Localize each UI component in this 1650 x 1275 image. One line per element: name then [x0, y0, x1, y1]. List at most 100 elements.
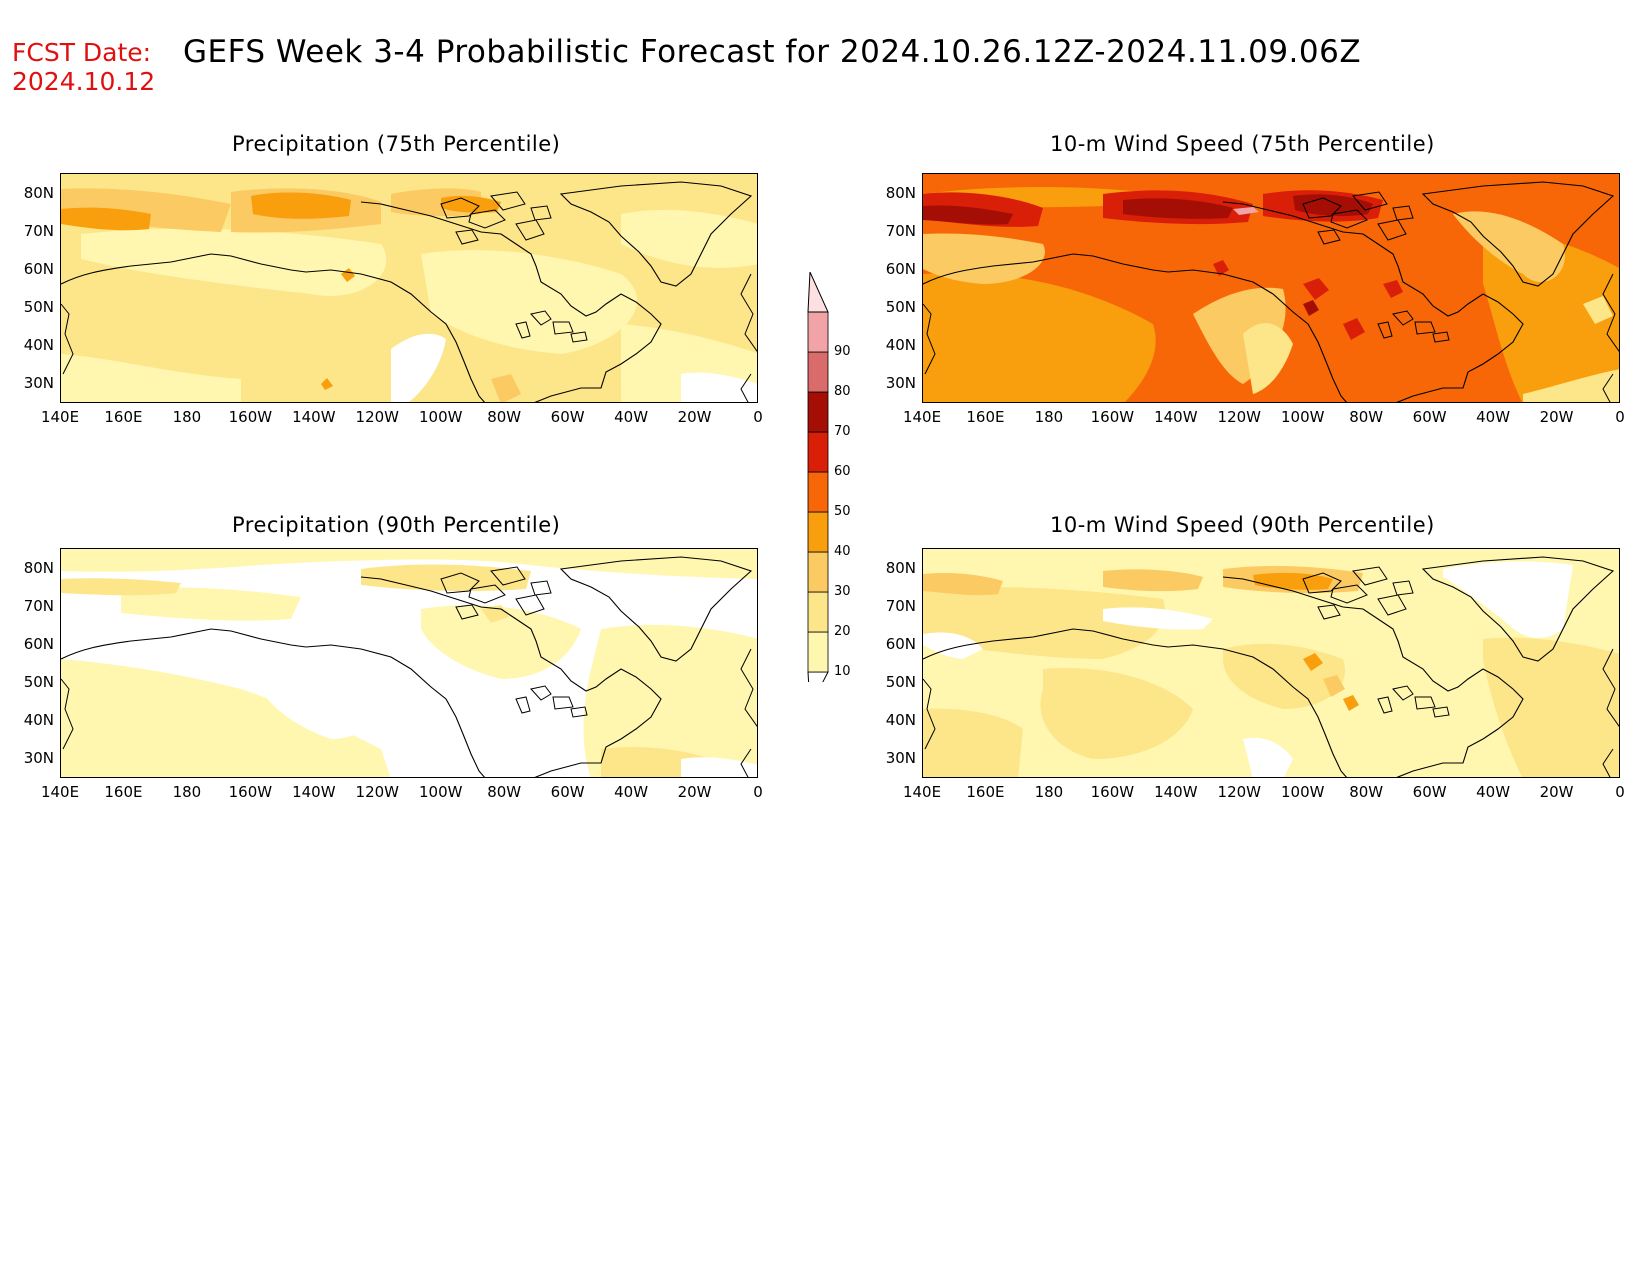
longitude-label: 140W: [292, 408, 336, 426]
probability-contour: [1483, 233, 1619, 402]
longitude-label: 140E: [40, 408, 80, 426]
longitude-label: 40W: [614, 408, 649, 426]
panel-title: Precipitation (90th Percentile): [232, 513, 561, 537]
forecast-date: 2024.10.12: [12, 67, 156, 96]
latitude-label: 70N: [885, 222, 916, 240]
coastline-north-america: [61, 201, 662, 402]
coastline-feature: [530, 310, 552, 326]
coastline-greenland: [559, 556, 753, 662]
probability-contour: [251, 192, 351, 219]
probability-contour: [1343, 318, 1365, 340]
colorbar-segment: [807, 351, 829, 393]
probability-contour: [321, 378, 333, 390]
longitude-label: 140E: [40, 783, 80, 801]
map-precip-90: [60, 548, 758, 778]
longitude-label: 0: [1615, 408, 1625, 426]
colorbar-segment: [807, 551, 829, 593]
longitude-label: 60W: [1412, 783, 1447, 801]
latitude-label: 50N: [23, 298, 54, 316]
probability-contour: [1253, 572, 1333, 590]
coastline-asia: [923, 678, 936, 750]
longitude-label: 120W: [1217, 783, 1261, 801]
colorbar-segment: [807, 511, 829, 553]
longitude-label: 100W: [1280, 783, 1325, 801]
longitude-label: 20W: [1539, 408, 1574, 426]
probability-contour: [1243, 323, 1293, 394]
longitude-label: 80W: [1349, 783, 1384, 801]
panel-title: 10-m Wind Speed (90th Percentile): [1050, 513, 1435, 537]
colorbar-segment: [807, 431, 829, 473]
longitude-label: 160W: [228, 408, 273, 426]
probability-contour: [923, 205, 1013, 225]
coastline-feature: [490, 566, 526, 586]
latitude-label: 60N: [885, 260, 916, 278]
latitude-label: 50N: [23, 673, 54, 691]
probability-contour: [1040, 668, 1193, 759]
probability-contour: [681, 372, 757, 402]
probability-contour: [61, 659, 391, 777]
longitude-label: 20W: [1539, 783, 1574, 801]
longitude-label: 20W: [677, 408, 712, 426]
probability-contour: [61, 578, 181, 596]
longitude-label: 20W: [677, 783, 712, 801]
colorbar-lower-arrow: [807, 671, 829, 709]
probability-contour: [1323, 675, 1345, 697]
panel-title: 10-m Wind Speed (75th Percentile): [1050, 132, 1435, 156]
probability-contour: [1303, 300, 1319, 316]
page-title: GEFS Week 3-4 Probabilistic Forecast for…: [183, 34, 1362, 70]
latitude-label: 80N: [885, 184, 916, 202]
map-wind-75: [922, 173, 1620, 403]
coastline-feature: [455, 229, 479, 245]
longitude-label: 140W: [1154, 783, 1198, 801]
longitude-label: 140E: [902, 783, 942, 801]
coastline-greenland: [1421, 556, 1615, 662]
colorbar-tick-label: 60: [834, 464, 851, 479]
probability-contour: [1243, 737, 1293, 777]
longitude-label: 0: [753, 783, 763, 801]
probability-contour: [1303, 278, 1329, 300]
probability-contour: [61, 207, 151, 231]
coastline-feature: [515, 696, 531, 714]
latitude-label: 70N: [23, 222, 54, 240]
longitude-label: 80W: [1349, 408, 1384, 426]
probability-contour: [1583, 296, 1613, 324]
colorbar-segment: [807, 631, 829, 673]
probability-contour: [1103, 607, 1213, 630]
coastline-north-america: [923, 576, 1524, 777]
probability-contour: [1233, 207, 1259, 215]
colorbar-tick-label: 10: [834, 664, 851, 679]
coastline-feature: [468, 209, 506, 229]
coastline-feature: [1432, 331, 1450, 343]
coastline-feature: [552, 321, 574, 335]
latitude-label: 80N: [23, 184, 54, 202]
probability-contour: [1523, 369, 1619, 402]
coastline-feature: [490, 191, 526, 211]
coastline-asia: [61, 678, 74, 750]
colorbar-tick-label: 40: [834, 544, 851, 559]
longitude-label: 60W: [550, 783, 585, 801]
map-canvas: [61, 174, 757, 402]
longitude-label: 40W: [1476, 783, 1511, 801]
coastline-feature: [1317, 229, 1341, 245]
coastline-asia: [923, 303, 936, 375]
map-canvas: [61, 549, 757, 777]
coastline-feature: [1352, 566, 1388, 586]
colorbar-svg: [807, 271, 829, 709]
coastline-feature: [1377, 321, 1393, 339]
coastline-feature: [440, 572, 480, 594]
probability-contour: [923, 708, 1023, 777]
colorbar-tick-label: 20: [834, 624, 851, 639]
colorbar-tick-label: 50: [834, 504, 851, 519]
probability-contour: [583, 624, 757, 777]
latitude-label: 60N: [23, 635, 54, 653]
longitude-label: 180: [1034, 783, 1064, 801]
coastline-feature: [1302, 197, 1342, 219]
latitude-label: 80N: [23, 559, 54, 577]
probability-contour: [923, 273, 1156, 402]
longitude-label: 160W: [1090, 408, 1135, 426]
probability-contour: [923, 572, 1003, 596]
colorbar-legend: 10 20 30 40 50 60 70 80 90: [800, 271, 880, 709]
coastline-greenland: [1421, 181, 1615, 287]
latitude-label: 30N: [885, 374, 916, 392]
colorbar-tick-label: 90: [834, 344, 851, 359]
